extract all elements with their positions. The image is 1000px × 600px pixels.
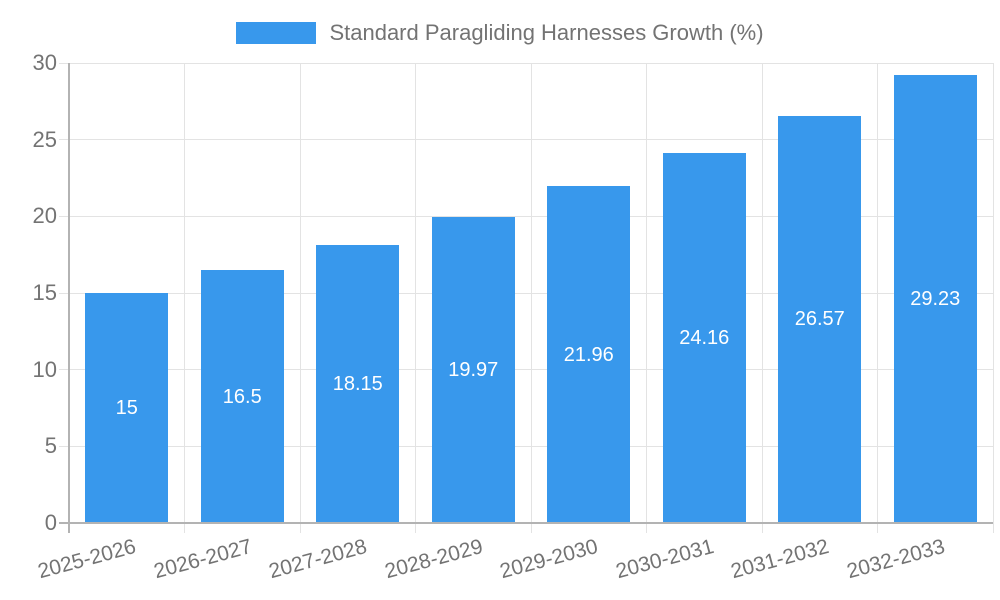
- x-axis-tick-label: 2027-2028: [266, 535, 370, 584]
- gridline: [59, 62, 993, 64]
- bar-value-label: 29.23: [910, 287, 961, 310]
- gridline: [992, 63, 994, 533]
- y-axis-tick-label: 15: [32, 280, 57, 305]
- bar-2026-2027[interactable]: [200, 270, 284, 523]
- gridline: [59, 292, 993, 294]
- gridline: [59, 445, 993, 447]
- gridline: [877, 63, 878, 533]
- bar-2031-2032[interactable]: [778, 115, 862, 523]
- legend-swatch: [236, 22, 317, 44]
- y-axis-tick-label: 20: [32, 203, 57, 229]
- legend-item[interactable]: Standard Paragliding Harnesses Growth (%…: [236, 20, 764, 46]
- y-axis-tick-label: 5: [44, 433, 57, 459]
- bar-2029-2030[interactable]: [547, 186, 631, 523]
- x-axis-tick-label: 2028-2029: [382, 535, 486, 584]
- gridline: [59, 215, 993, 217]
- x-axis-line: [59, 522, 993, 524]
- gridline: [299, 63, 301, 533]
- bar-value-label: 21.96: [563, 343, 614, 366]
- y-axis-tick-label: 0: [44, 510, 57, 535]
- gridline: [761, 63, 763, 533]
- y-axis-tick-label: 30: [32, 50, 57, 75]
- bar-value-label: 16.5: [222, 385, 262, 408]
- bar-value-label: 24.16: [679, 326, 730, 349]
- bar-2027-2028[interactable]: [316, 244, 400, 523]
- gridline: [59, 369, 993, 371]
- bar-value-label: 26.57: [794, 308, 845, 331]
- legend: Standard Paragliding Harnesses Growth (%…: [0, 20, 1000, 46]
- gridline: [530, 63, 532, 533]
- x-axis-tick-label: 2031-2032: [728, 535, 832, 584]
- bar-value-label: 15: [115, 397, 138, 419]
- x-axis-tick-label: 2030-2031: [613, 535, 717, 584]
- x-axis-tick-label: 2026-2027: [151, 535, 255, 584]
- legend-label: Standard Paragliding Harnesses Growth (%…: [329, 20, 764, 45]
- bar-value-label: 19.97: [448, 358, 499, 381]
- x-axis-tick-label: 2029-2030: [497, 535, 601, 584]
- bar-2025-2026[interactable]: [85, 293, 169, 523]
- gridline: [415, 63, 416, 533]
- y-axis-line: [68, 63, 70, 533]
- bar-2028-2029[interactable]: [431, 216, 515, 523]
- y-axis-tick-label: 25: [32, 126, 57, 152]
- x-axis-tick-label: 2025-2026: [35, 535, 139, 584]
- bar-value-label: 18.15: [332, 372, 383, 395]
- x-axis-tick-label: 2032-2033: [844, 535, 948, 584]
- gridline: [646, 63, 647, 533]
- gridline: [59, 139, 993, 141]
- gridline: [184, 63, 185, 533]
- y-axis-tick-label: 10: [32, 356, 57, 382]
- bar-2032-2033[interactable]: [893, 74, 977, 523]
- bar-2030-2031[interactable]: [662, 152, 746, 523]
